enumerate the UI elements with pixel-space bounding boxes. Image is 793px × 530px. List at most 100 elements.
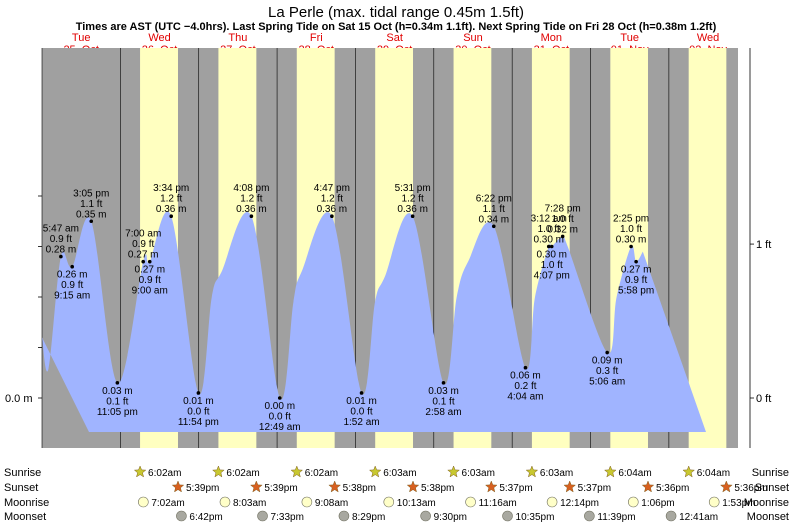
tide-point-label: 3:12 am	[531, 214, 567, 225]
tide-point-label: 5:31 pm	[395, 183, 431, 194]
moonrise-time: 1:06pm	[641, 498, 674, 509]
moonset-time: 6:42pm	[189, 512, 222, 523]
sunrise-time: 6:02am	[148, 468, 181, 479]
tide-point	[59, 254, 63, 259]
tide-point	[441, 381, 446, 385]
tide-point-label: 0.32 m	[547, 224, 578, 235]
moonset-time: 8:29pm	[352, 512, 385, 523]
tide-point-label: 0.27 m	[621, 265, 652, 276]
tide-point	[330, 214, 334, 218]
tide-point	[169, 214, 173, 218]
sunrise-icon	[525, 465, 539, 478]
sunrise-icon	[212, 465, 225, 478]
sunset-icon	[249, 480, 263, 493]
tide-point-label: 0.0 ft	[350, 406, 372, 417]
moonrise-row-label: Moonrise	[4, 497, 49, 509]
tide-point-label: 0.9 ft	[50, 234, 72, 245]
moonset-time: 12:41am	[679, 512, 718, 523]
sunrise-icon	[447, 465, 460, 478]
tide-point	[546, 244, 551, 249]
day-name-label: Sun	[463, 32, 483, 44]
sunset-time: 5:36pm	[734, 483, 767, 494]
sunset-icon	[328, 480, 342, 493]
sunrise-time: 6:04am	[697, 468, 730, 479]
sunrise-time: 6:02am	[305, 468, 338, 479]
tide-point-label: 11:05 pm	[97, 407, 138, 418]
tide-point-label: 0.36 m	[236, 204, 267, 215]
tide-point	[249, 214, 254, 218]
sunset-time: 5:39pm	[264, 483, 297, 494]
moonset-icon	[665, 510, 677, 522]
tide-point-label: 1.2 ft	[160, 194, 182, 205]
tide-point	[141, 259, 146, 264]
tide-point	[147, 259, 152, 264]
moonrise-time: 11:16am	[479, 498, 517, 509]
sunrise-icon	[368, 465, 382, 478]
moonrise-icon	[708, 496, 720, 508]
tide-point-label: 1.0 ft	[620, 224, 642, 235]
sunrise-icon	[682, 465, 696, 478]
tide-point-label: 1.0 ft	[541, 260, 563, 271]
moonrise-icon	[219, 496, 231, 508]
tide-point	[359, 391, 364, 395]
tide-point-label: 0.30 m	[536, 250, 567, 261]
left-axis-zero-label: 0.0 m	[5, 393, 33, 405]
moonset-icon	[338, 510, 350, 522]
day-name-label: Tue	[620, 32, 639, 44]
tide-point	[70, 264, 75, 269]
tide-point-label: 0.00 m	[264, 401, 295, 412]
moonset-row-label: Moonset	[4, 511, 46, 523]
day-name-label: Wed	[697, 32, 719, 44]
day-name-label: Wed	[148, 32, 170, 44]
sunset-row-label: Sunset	[755, 482, 789, 494]
tide-point-label: 0.36 m	[397, 204, 428, 215]
tide-point-label: 12:49 am	[259, 422, 301, 433]
moonrise-icon	[301, 496, 313, 508]
tide-point-label: 9:00 am	[132, 286, 168, 297]
tide-point	[629, 244, 633, 249]
sunrise-time: 6:02am	[226, 468, 259, 479]
tide-point-label: 0.2 ft	[514, 381, 536, 392]
tide-point	[523, 365, 528, 370]
tide-point-label: 1.0 ft	[538, 224, 560, 235]
tide-point-label: 0.01 m	[183, 396, 214, 407]
tide-point-label: 0.1 ft	[432, 396, 454, 407]
tide-point-label: 0.35 m	[76, 209, 107, 220]
sunset-time: 5:36pm	[656, 483, 689, 494]
moonset-icon	[257, 510, 268, 522]
tide-point-label: 0.09 m	[592, 356, 623, 367]
day-name-label: Thu	[228, 32, 247, 44]
moonrise-time: 10:13am	[397, 498, 436, 509]
sunrise-time: 6:03am	[462, 468, 495, 479]
tide-point-label: 0.9 ft	[132, 239, 154, 250]
tide-point-label: 1.2 ft	[240, 194, 262, 205]
sunrise-icon	[133, 465, 147, 478]
tide-point-label: 0.30 m	[616, 235, 647, 246]
tide-point-label: 3:05 pm	[73, 188, 109, 199]
sunset-time: 5:38pm	[421, 483, 454, 494]
daylight-band	[688, 48, 727, 448]
tide-point-label: 5:06 am	[589, 377, 625, 388]
tide-point-label: 1.1 ft	[483, 204, 505, 215]
day-name-label: Mon	[541, 32, 562, 44]
day-name-label: Sat	[386, 32, 403, 44]
tide-point-label: 0.36 m	[317, 204, 348, 215]
moonset-icon	[584, 510, 595, 522]
chart-title: La Perle (max. tidal range 0.45m 1.5ft)	[268, 4, 524, 21]
tide-point-label: 0.9 ft	[625, 275, 647, 286]
tide-point-label: 0.30 m	[533, 235, 564, 246]
moonrise-time: 12:14pm	[560, 498, 599, 509]
tide-point	[560, 234, 565, 239]
tide-point-label: 0.01 m	[346, 396, 377, 407]
tide-point-label: 1.1 ft	[80, 199, 102, 210]
tide-point-label: 4:04 am	[507, 392, 543, 403]
tide-point-label: 0.1 ft	[106, 396, 128, 407]
tide-point	[410, 214, 415, 218]
right-axis-label: 0 ft	[756, 393, 771, 405]
right-axis-label: 1 ft	[756, 239, 771, 251]
moonset-icon	[502, 510, 513, 522]
tide-point-label: 11:54 pm	[178, 417, 219, 428]
tide-point	[634, 259, 638, 264]
tide-point-label: 2:25 pm	[613, 214, 649, 225]
